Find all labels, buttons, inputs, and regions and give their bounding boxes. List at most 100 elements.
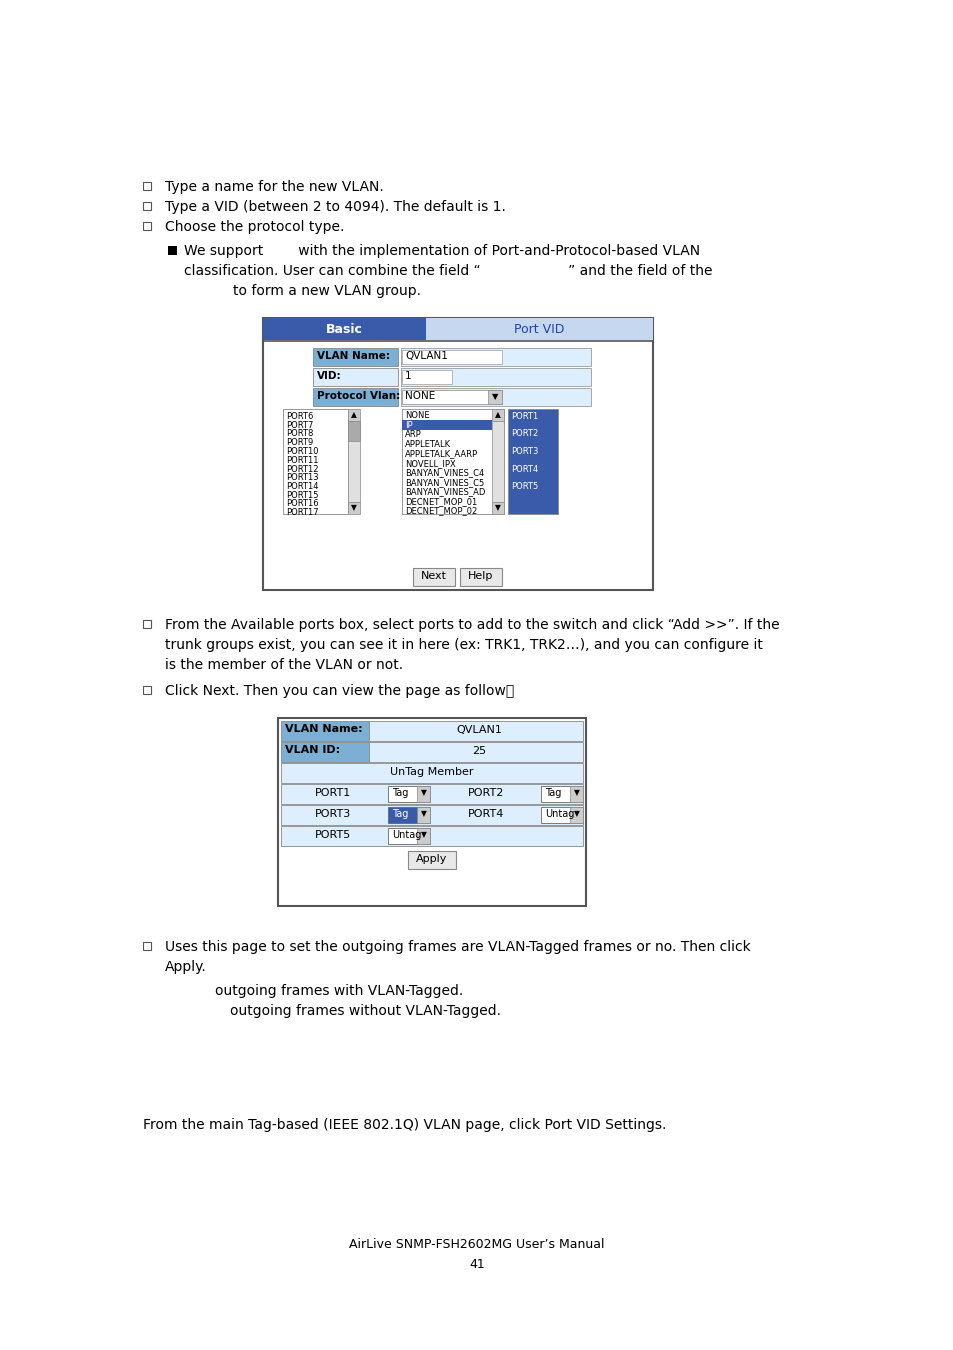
Text: VLAN ID:: VLAN ID: xyxy=(285,745,340,755)
Text: QVLAN1: QVLAN1 xyxy=(405,351,447,360)
Text: DECNET_MOP_01: DECNET_MOP_01 xyxy=(405,497,476,506)
Text: ▼: ▼ xyxy=(420,788,427,796)
Text: PORT17: PORT17 xyxy=(286,508,318,517)
Text: PORT4: PORT4 xyxy=(468,809,504,819)
Text: NONE: NONE xyxy=(405,410,429,420)
Text: ▼: ▼ xyxy=(495,504,500,512)
Text: From the main Tag-based (IEEE 802.1Q) VLAN page, click Port VID Settings.: From the main Tag-based (IEEE 802.1Q) VL… xyxy=(143,1118,666,1133)
Bar xyxy=(168,246,177,255)
Text: Port VID: Port VID xyxy=(514,323,564,336)
Text: PORT14: PORT14 xyxy=(286,482,318,491)
Bar xyxy=(401,420,492,431)
Text: Apply.: Apply. xyxy=(165,960,207,973)
Text: BANYAN_VINES_C4: BANYAN_VINES_C4 xyxy=(405,468,484,478)
Text: APPLETALK: APPLETALK xyxy=(405,440,451,448)
Bar xyxy=(313,369,397,386)
Text: Untag: Untag xyxy=(392,830,421,840)
Bar xyxy=(277,718,585,906)
Bar xyxy=(143,686,151,694)
Text: Tag: Tag xyxy=(392,809,408,819)
Text: PORT3: PORT3 xyxy=(315,809,352,819)
Bar xyxy=(281,743,369,761)
Bar xyxy=(416,807,430,824)
Bar xyxy=(281,721,369,741)
Bar xyxy=(348,421,359,441)
Bar xyxy=(388,786,430,802)
Text: outgoing frames with VLAN-Tagged.: outgoing frames with VLAN-Tagged. xyxy=(214,984,463,998)
Bar xyxy=(401,370,452,383)
Bar xyxy=(313,348,397,366)
Text: PORT3: PORT3 xyxy=(511,447,537,456)
Text: is the member of the VLAN or not.: is the member of the VLAN or not. xyxy=(165,657,403,672)
Text: VID:: VID: xyxy=(316,371,341,381)
Bar xyxy=(408,850,456,869)
Text: Click Next. Then you can view the page as follow：: Click Next. Then you can view the page a… xyxy=(165,684,514,698)
Text: PORT10: PORT10 xyxy=(286,447,318,456)
Bar xyxy=(569,786,582,802)
Bar xyxy=(416,786,430,802)
Bar xyxy=(401,350,501,365)
Text: Tag: Tag xyxy=(544,788,560,798)
Bar xyxy=(281,784,582,805)
Text: Apply: Apply xyxy=(416,855,447,864)
Text: 25: 25 xyxy=(472,747,485,756)
Bar xyxy=(401,390,501,404)
Text: ▼: ▼ xyxy=(420,809,427,818)
Bar xyxy=(348,421,359,502)
Bar xyxy=(281,826,582,846)
Text: Help: Help xyxy=(468,571,493,580)
Text: PORT13: PORT13 xyxy=(286,474,318,482)
Text: Untag: Untag xyxy=(544,809,574,819)
Text: BANYAN_VINES_AD: BANYAN_VINES_AD xyxy=(405,487,485,497)
Text: ARP: ARP xyxy=(405,431,421,439)
Bar xyxy=(388,828,430,844)
Text: NONE: NONE xyxy=(405,392,435,401)
Text: ▼: ▼ xyxy=(491,392,497,401)
Text: outgoing frames without VLAN-Tagged.: outgoing frames without VLAN-Tagged. xyxy=(230,1004,500,1018)
Text: PORT2: PORT2 xyxy=(511,429,537,439)
Text: ▼: ▼ xyxy=(351,504,356,512)
Bar xyxy=(348,502,359,514)
Bar xyxy=(488,390,501,404)
Text: QVLAN1: QVLAN1 xyxy=(456,725,501,734)
Text: Tag: Tag xyxy=(392,788,408,798)
Text: VLAN Name:: VLAN Name: xyxy=(316,351,390,360)
Text: ▼: ▼ xyxy=(574,788,579,796)
Text: ▲: ▲ xyxy=(495,410,500,418)
Bar xyxy=(388,807,430,824)
Text: IP: IP xyxy=(405,421,413,429)
Bar xyxy=(401,409,503,514)
Text: Choose the protocol type.: Choose the protocol type. xyxy=(165,220,344,234)
Text: Basic: Basic xyxy=(326,323,362,336)
Bar xyxy=(348,409,359,421)
Text: DECNET_MOP_02: DECNET_MOP_02 xyxy=(405,506,476,516)
Bar xyxy=(400,348,590,366)
Text: PORT1: PORT1 xyxy=(511,412,537,421)
Bar xyxy=(426,319,652,340)
Text: Protocol Vlan:: Protocol Vlan: xyxy=(316,392,400,401)
Bar xyxy=(143,202,151,211)
Text: PORT8: PORT8 xyxy=(286,429,313,439)
Text: APPLETALK_AARP: APPLETALK_AARP xyxy=(405,450,477,458)
Bar xyxy=(281,763,582,783)
Bar xyxy=(413,568,455,586)
Text: Next: Next xyxy=(420,571,447,580)
Text: PORT5: PORT5 xyxy=(511,482,537,491)
Text: NOVELL_IPX: NOVELL_IPX xyxy=(405,459,456,467)
Bar xyxy=(540,786,582,802)
Text: From the Available ports box, select ports to add to the switch and click “Add >: From the Available ports box, select por… xyxy=(165,618,779,632)
Bar xyxy=(400,387,590,406)
Bar xyxy=(459,568,501,586)
Bar xyxy=(143,942,151,950)
Bar xyxy=(400,369,590,386)
Text: ▼: ▼ xyxy=(420,830,427,838)
Text: 1: 1 xyxy=(405,371,411,381)
Text: UnTag Member: UnTag Member xyxy=(390,767,474,778)
Text: classification. User can combine the field “                    ” and the field : classification. User can combine the fie… xyxy=(184,265,712,278)
Bar xyxy=(416,828,430,844)
Text: AirLive SNMP-FSH2602MG User’s Manual: AirLive SNMP-FSH2602MG User’s Manual xyxy=(349,1238,604,1251)
Bar xyxy=(143,221,151,230)
Text: VLAN Name:: VLAN Name: xyxy=(285,724,362,734)
Text: Type a name for the new VLAN.: Type a name for the new VLAN. xyxy=(165,180,383,194)
Text: PORT4: PORT4 xyxy=(511,464,537,474)
